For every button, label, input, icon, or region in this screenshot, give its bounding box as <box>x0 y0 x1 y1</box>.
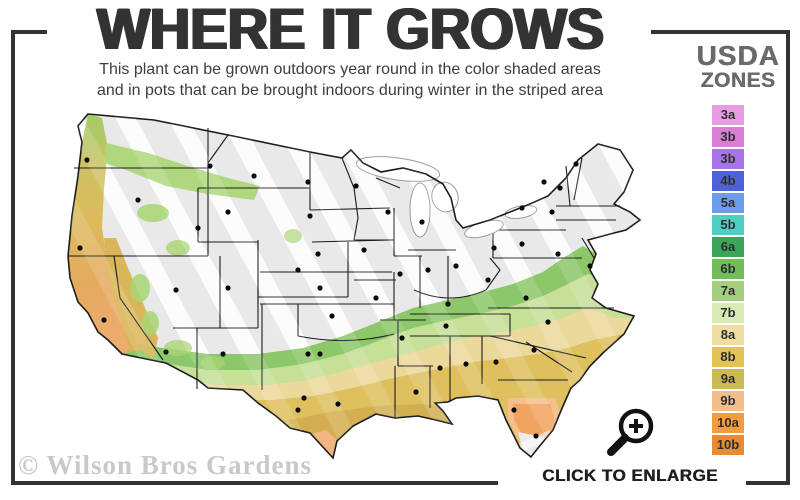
magnifying-glass-plus-icon[interactable] <box>602 404 660 462</box>
city-marker-dots <box>77 157 593 439</box>
subtitle-line-1: This plant can be grown outdoors year ro… <box>99 61 601 78</box>
zone-chip-14: 10a <box>712 413 744 433</box>
enlarge-label[interactable]: CLICK TO ENLARGE <box>542 466 718 485</box>
legend-title-zones: ZONES <box>700 69 776 92</box>
legend-title-usda: USDA <box>696 40 780 71</box>
zone-chip-5: 5b <box>712 215 744 235</box>
zone-chip-6: 6a <box>712 237 744 257</box>
zone-chip-3: 4b <box>712 171 744 191</box>
page-subtitle: This plant can be grown outdoors year ro… <box>40 60 660 102</box>
zone-chip-10: 8a <box>712 325 744 345</box>
frame-gap-top <box>47 27 651 37</box>
us-zone-map-svg <box>67 113 642 460</box>
frame-gap-bottom <box>498 480 746 490</box>
page-title: WHERE IT GROWS <box>96 0 604 62</box>
legend-title: USDA ZONES <box>680 42 796 92</box>
zone-chip-0: 3a <box>712 105 744 125</box>
zone-chip-2: 3b <box>712 149 744 169</box>
zone-chip-1: 3b <box>712 127 744 147</box>
zone-chip-13: 9b <box>712 391 744 411</box>
us-zone-map[interactable] <box>58 108 670 480</box>
zone-chip-12: 9a <box>712 369 744 389</box>
zone-chip-11: 8b <box>712 347 744 367</box>
zone-chip-9: 7b <box>712 303 744 323</box>
usda-zone-legend: 3a 3b 3b 4b 5a 5b 6a 6b 7a 7b 8a 8b 9a 9b 10a 10b <box>712 105 744 457</box>
zone-chip-15: 10b <box>712 435 744 455</box>
subtitle-line-2: and in pots that can be brought indoors … <box>96 81 604 99</box>
click-to-enlarge[interactable]: CLICK TO ENLARGE <box>540 408 720 488</box>
zone-chip-7: 6b <box>712 259 744 279</box>
zone-chip-8: 7a <box>712 281 744 301</box>
watermark: © Wilson Bros Gardens <box>18 450 312 480</box>
zone-chip-4: 5a <box>712 193 744 213</box>
